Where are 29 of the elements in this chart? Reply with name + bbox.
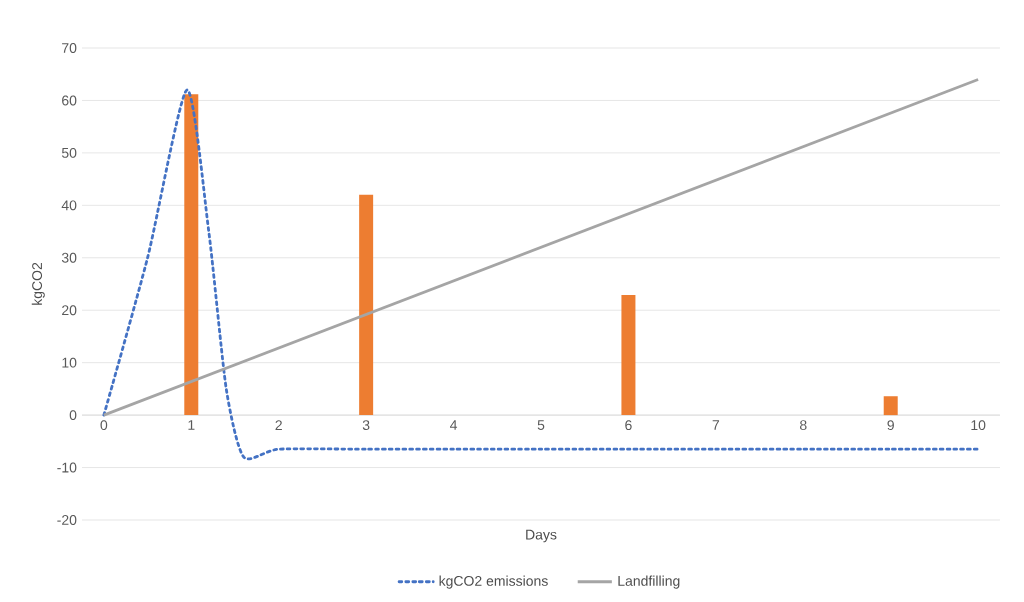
y-tick-label: 0 [69,410,77,421]
y-tick-label: -10 [57,462,77,473]
legend-label: Landfilling [618,575,680,589]
y-axis-title: kgCO2 [31,262,45,305]
x-tick-label: 1 [188,420,195,430]
x-tick-label: 5 [537,420,545,430]
y-tick-label: 20 [62,305,77,316]
y-tick-label: 10 [62,357,77,368]
y-tick-label: 40 [61,200,77,211]
x-tick-label: 4 [449,420,458,430]
y-tick-label: 70 [62,43,77,53]
x-axis-title: Days [526,529,557,543]
bar [621,295,636,416]
bar [883,396,898,416]
x-tick-label: 2 [275,420,282,430]
bar [359,194,374,416]
y-tick-label: 60 [62,95,77,106]
y-tick-label: 30 [61,252,77,263]
x-tick-label: 10 [971,420,986,431]
x-tick-label: 8 [799,420,807,431]
y-tick-label: 50 [61,147,77,158]
x-tick-label: 9 [887,420,894,431]
x-tick-label: 6 [625,420,632,431]
bar [184,94,199,416]
x-tick-label: 0 [100,420,108,431]
legend-label: kgCO2 emissions [439,575,548,589]
x-tick-label: 3 [362,420,370,431]
x-tick-label: 7 [712,420,720,430]
y-tick-label: -20 [57,515,77,525]
